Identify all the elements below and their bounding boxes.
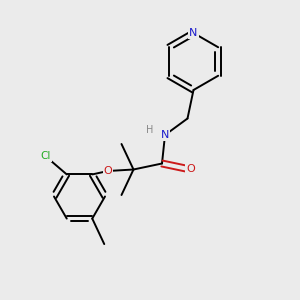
Text: N: N xyxy=(189,28,198,38)
Text: O: O xyxy=(186,164,195,175)
Text: H: H xyxy=(146,125,154,136)
Text: N: N xyxy=(161,130,169,140)
Text: O: O xyxy=(103,166,112,176)
Text: Cl: Cl xyxy=(40,152,51,161)
